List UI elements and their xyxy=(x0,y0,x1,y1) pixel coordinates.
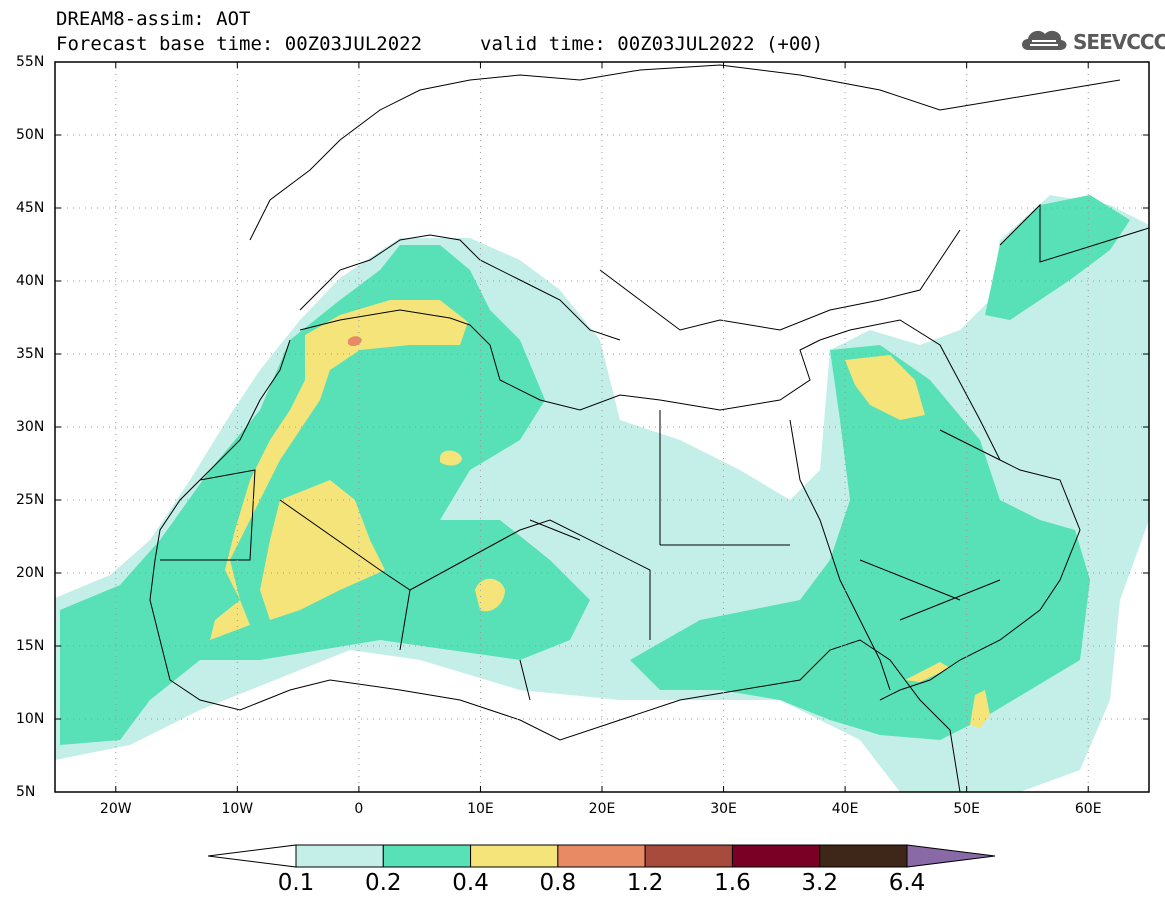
colorbar-box xyxy=(645,845,732,867)
colorbar-min-arrow xyxy=(208,845,296,867)
colorbar-box xyxy=(383,845,470,867)
colorbar-max-arrow xyxy=(907,845,995,867)
colorbar-box xyxy=(558,845,645,867)
colorbar-box xyxy=(471,845,558,867)
colorbar-label: 0.1 xyxy=(266,870,326,896)
colorbar-label: 0.4 xyxy=(441,870,501,896)
colorbar-label: 0.2 xyxy=(353,870,413,896)
colorbar xyxy=(0,0,1165,905)
colorbar-label: 0.8 xyxy=(528,870,588,896)
colorbar-label: 1.2 xyxy=(615,870,675,896)
colorbar-box xyxy=(732,845,819,867)
colorbar-label: 1.6 xyxy=(702,870,762,896)
colorbar-box xyxy=(820,845,907,867)
colorbar-box xyxy=(296,845,383,867)
colorbar-label: 6.4 xyxy=(877,870,937,896)
colorbar-label: 3.2 xyxy=(790,870,850,896)
